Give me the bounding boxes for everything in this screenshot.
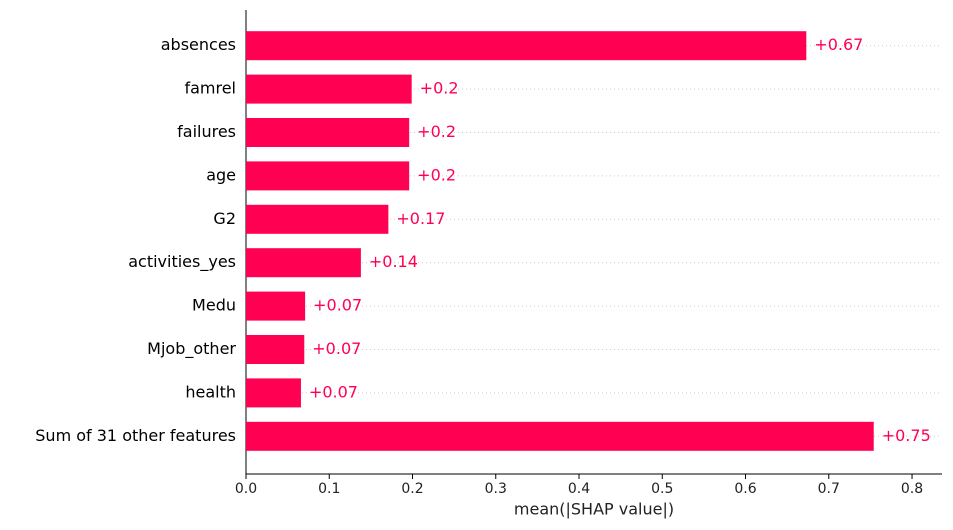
x-tick-label: 0.4	[568, 481, 590, 497]
bar	[246, 74, 412, 104]
y-tick-label: Medu	[192, 296, 236, 315]
value-label: +0.14	[369, 252, 418, 271]
x-tick-label: 0.3	[485, 481, 507, 497]
y-tick-label: G2	[213, 209, 236, 228]
x-axis-label: mean(|SHAP value|)	[514, 500, 674, 519]
y-tick-label: Sum of 31 other features	[35, 426, 236, 445]
value-label: +0.07	[312, 339, 361, 358]
x-tick-label: 0.0	[235, 481, 257, 497]
value-label: +0.2	[420, 79, 459, 98]
x-tick-label: 0.2	[401, 481, 423, 497]
x-tick-label: 0.7	[818, 481, 840, 497]
bar	[246, 291, 306, 321]
x-tick-label: 0.6	[734, 481, 756, 497]
y-tick-label: famrel	[184, 79, 236, 98]
x-tick-label: 0.5	[651, 481, 673, 497]
y-tick-label: health	[185, 382, 236, 401]
bar	[246, 118, 410, 147]
x-tick-label: 0.1	[318, 481, 340, 497]
value-label: +0.17	[396, 209, 445, 228]
bar	[246, 204, 389, 234]
value-label: +0.07	[309, 382, 358, 401]
y-tick-label: age	[206, 165, 236, 184]
bar	[246, 161, 410, 191]
y-tick-label: failures	[177, 122, 236, 141]
bar	[246, 378, 301, 408]
y-tick-label: activities_yes	[128, 252, 236, 272]
bar	[246, 31, 807, 61]
bar	[246, 335, 305, 364]
value-label: +0.2	[417, 165, 456, 184]
value-label: +0.07	[313, 296, 362, 315]
value-label: +0.75	[882, 426, 931, 445]
x-tick-label: 0.8	[901, 481, 923, 497]
y-tick-label: Mjob_other	[147, 339, 236, 359]
value-label: +0.67	[814, 35, 863, 54]
value-label: +0.2	[417, 122, 456, 141]
bar	[246, 248, 361, 278]
bar	[246, 421, 874, 451]
y-tick-label: absences	[161, 35, 236, 54]
